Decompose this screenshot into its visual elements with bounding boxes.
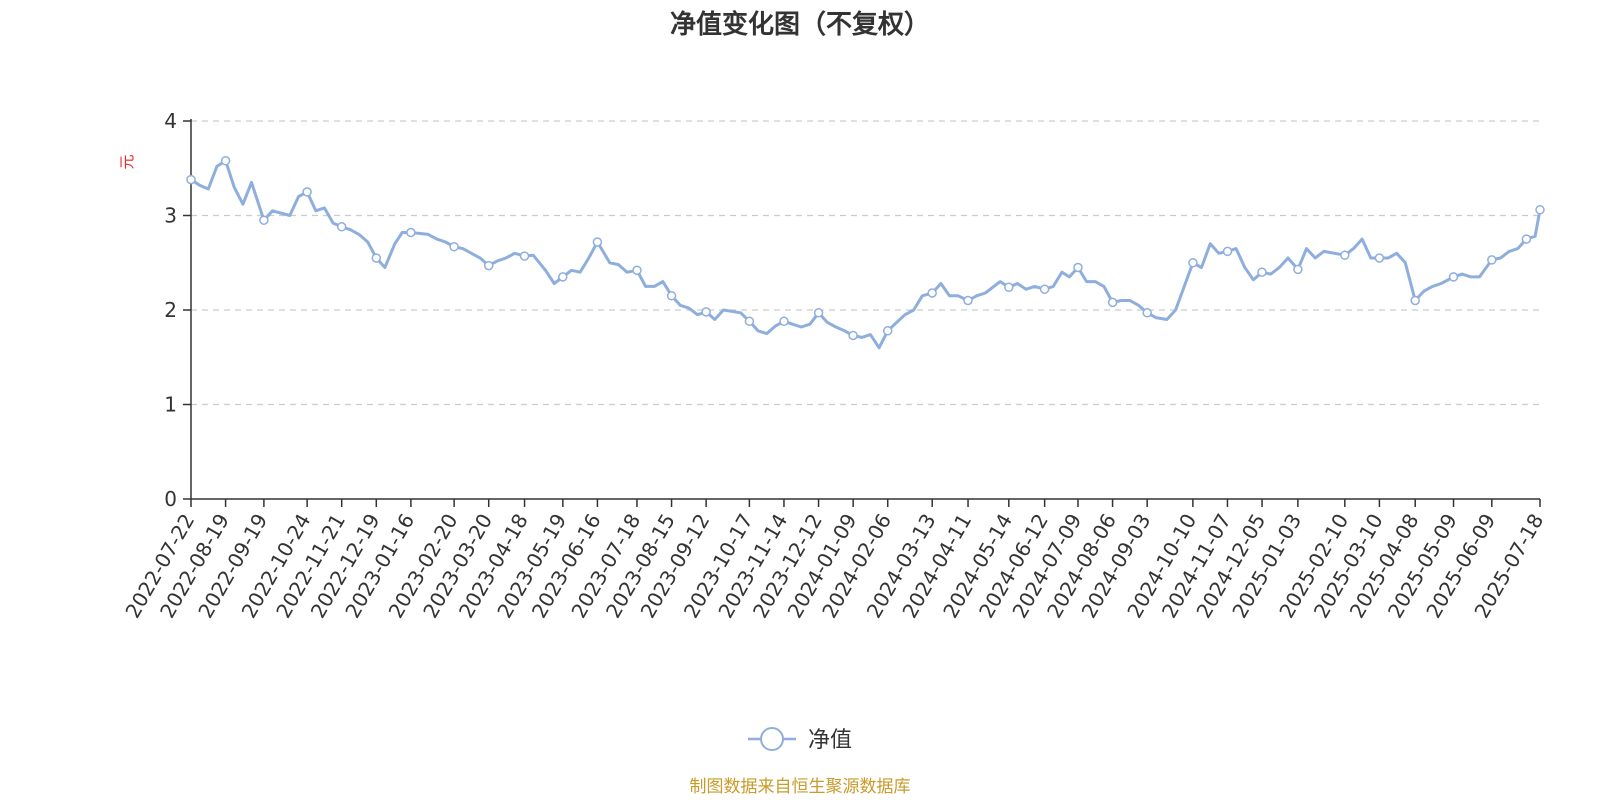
data-point — [1448, 272, 1459, 282]
data-point — [483, 260, 494, 271]
data-point — [1521, 234, 1532, 244]
source-note: 制图数据来自恒生聚源数据库 — [690, 777, 911, 797]
data-point — [927, 288, 937, 298]
data-point — [220, 155, 231, 166]
y-tick-labels: 0 1 2 3 4 — [164, 109, 177, 511]
y-tick-label: 1 — [164, 393, 177, 417]
data-point — [848, 330, 858, 341]
data-point — [1535, 205, 1545, 215]
data-point — [186, 174, 196, 185]
data-point — [449, 241, 459, 252]
data-point — [1107, 297, 1118, 308]
legend[interactable]: 净值 — [748, 727, 852, 753]
series-layer — [186, 155, 1545, 350]
data-point — [406, 227, 416, 238]
data-point — [1293, 264, 1303, 275]
axes — [183, 119, 1541, 507]
data-point — [701, 307, 711, 317]
data-point — [744, 316, 755, 327]
data-point — [1487, 255, 1497, 265]
legend-marker-icon — [760, 727, 784, 751]
y-tick-label: 3 — [164, 204, 177, 228]
data-point — [302, 187, 312, 197]
y-axis-label: 元 — [118, 154, 136, 169]
chart-title: 净值变化图（不复权） — [670, 9, 930, 40]
grid-lines — [191, 120, 1540, 406]
legend-label: 净值 — [808, 728, 852, 753]
data-point — [882, 326, 893, 336]
data-point — [963, 295, 973, 306]
data-point — [1039, 284, 1050, 294]
y-tick-label: 4 — [164, 109, 177, 133]
x-tick-labels: 2022-07-222022-08-192022-09-192022-10-24… — [120, 509, 1548, 622]
data-point — [592, 237, 603, 247]
data-point — [259, 215, 269, 225]
data-point — [1410, 295, 1420, 306]
data-point — [1004, 282, 1014, 293]
series-line — [190, 159, 1542, 350]
data-point — [632, 265, 642, 276]
data-point — [1188, 258, 1198, 268]
data-point — [779, 316, 789, 327]
data-point — [371, 253, 382, 263]
data-point — [1257, 267, 1267, 277]
data-point — [1142, 308, 1152, 318]
data-point — [666, 291, 677, 301]
y-tick-label: 0 — [164, 487, 177, 511]
data-point — [1340, 250, 1350, 260]
data-point — [1374, 253, 1385, 263]
y-tick-label: 2 — [164, 298, 177, 322]
data-point — [558, 272, 568, 282]
data-point — [519, 251, 530, 261]
data-point — [1073, 262, 1083, 273]
data-point — [336, 222, 347, 232]
data-point — [1222, 246, 1233, 257]
data-point — [813, 308, 824, 318]
